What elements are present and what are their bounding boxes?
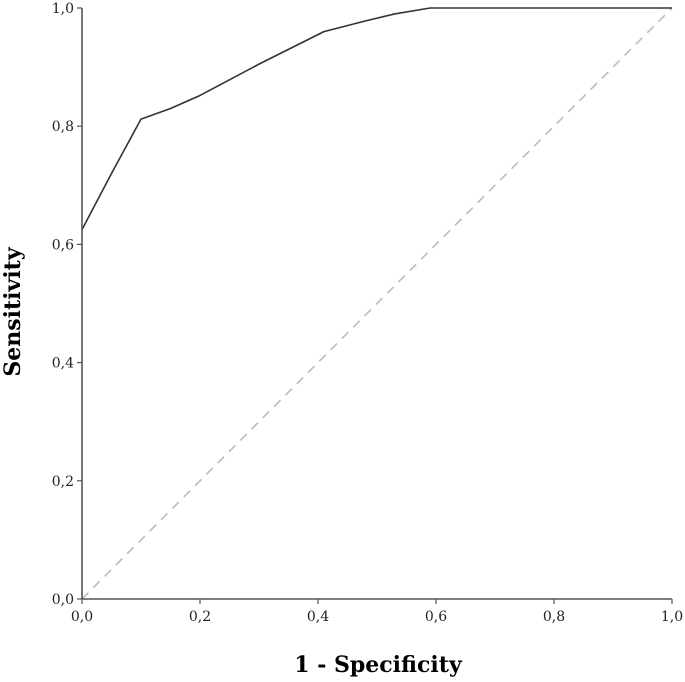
x-tick-label: 0,6 bbox=[425, 609, 447, 625]
y-ticks: 0,0 0,2 0,4 0,6 0,8 1,0 bbox=[52, 1, 82, 608]
y-tick-label: 0,6 bbox=[52, 237, 74, 253]
roc-curve-line bbox=[81, 7, 672, 231]
y-tick-label: 0,8 bbox=[52, 119, 74, 135]
y-tick-label: 0,0 bbox=[52, 592, 74, 608]
x-tick-label: 0,4 bbox=[307, 609, 329, 625]
x-axis-title: 1 - Specificity bbox=[294, 652, 463, 678]
x-tick-label: 0,8 bbox=[543, 609, 565, 625]
reference-diagonal-line bbox=[81, 7, 673, 600]
axes-layer bbox=[81, 8, 672, 600]
reference-layer bbox=[81, 7, 673, 600]
x-tick-label: 0,0 bbox=[71, 609, 93, 625]
x-tick-label: 0,2 bbox=[189, 609, 211, 625]
x-tick-label: 1,0 bbox=[661, 609, 683, 625]
series-layer bbox=[81, 7, 672, 231]
x-ticks: 0,0 0,2 0,4 0,6 0,8 1,0 bbox=[71, 599, 683, 625]
y-tick-label: 1,0 bbox=[52, 1, 74, 17]
y-tick-label: 0,4 bbox=[52, 356, 74, 372]
y-axis-title: Sensitivity bbox=[0, 246, 26, 376]
y-tick-label: 0,2 bbox=[52, 474, 74, 490]
